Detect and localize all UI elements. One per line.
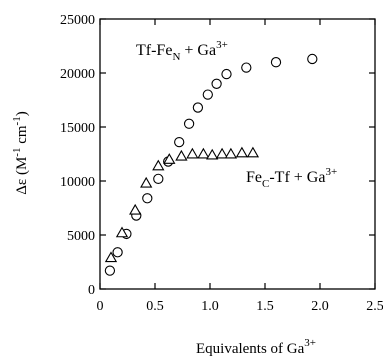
series-label-tf-fen: Tf-FeN + Ga3+ bbox=[136, 39, 228, 63]
y-tick-label: 15000 bbox=[60, 121, 95, 136]
plot-area bbox=[99, 18, 376, 290]
data-point-circle bbox=[270, 57, 282, 68]
x-tick-label: 0.5 bbox=[146, 299, 164, 314]
data-point-triangle bbox=[152, 159, 165, 171]
data-point-circle bbox=[211, 78, 222, 89]
series-label-fec-tf: FeC-Tf + Ga3+ bbox=[246, 166, 337, 190]
x-tick-label: 0 bbox=[97, 299, 104, 314]
data-point-triangle bbox=[129, 203, 142, 215]
x-axis-title: Equivalents of Ga3+ bbox=[196, 337, 316, 357]
data-point-circle bbox=[202, 89, 213, 100]
data-point-triangle bbox=[224, 147, 238, 159]
data-point-triangle bbox=[246, 146, 260, 158]
y-axis-title: Δε (M-1 cm-1) bbox=[11, 111, 30, 194]
plot-border bbox=[99, 18, 376, 290]
data-point-triangle bbox=[186, 147, 199, 159]
data-point-circle bbox=[183, 118, 195, 129]
data-point-triangle bbox=[215, 147, 229, 159]
tick-labels: 0 0.5 1.0 1.5 2.0 2.5 0 5000 10000 15000 20000 2500… bbox=[60, 13, 383, 314]
data-point-circle bbox=[153, 173, 164, 184]
data-point-triangle bbox=[140, 176, 153, 188]
axis-ticks bbox=[99, 18, 376, 290]
data-point-circle bbox=[192, 102, 204, 113]
y-tick-label: 0 bbox=[88, 283, 95, 298]
data-point-triangle bbox=[104, 251, 118, 263]
data-point-circle bbox=[142, 193, 153, 204]
x-tick-label: 2.5 bbox=[366, 299, 383, 314]
x-tick-label: 1.5 bbox=[256, 299, 274, 314]
data-point-circle bbox=[174, 136, 185, 148]
data-point-circle bbox=[112, 247, 123, 258]
data-point-circle bbox=[221, 68, 232, 80]
x-tick-label: 2.0 bbox=[311, 299, 329, 314]
y-tick-label: 5000 bbox=[67, 229, 95, 244]
y-tick-label: 25000 bbox=[60, 13, 95, 28]
data-point-triangle bbox=[175, 149, 188, 161]
data-point-triangle bbox=[115, 226, 129, 238]
y-tick-label: 20000 bbox=[60, 67, 95, 82]
data-point-circle bbox=[241, 62, 252, 73]
data-point-triangle bbox=[206, 148, 219, 160]
data-points bbox=[104, 53, 318, 276]
x-tick-label: 1.0 bbox=[201, 299, 219, 314]
data-point-circle bbox=[307, 53, 318, 65]
data-point-circle bbox=[104, 265, 116, 276]
data-point-triangle bbox=[235, 146, 249, 158]
y-tick-label: 10000 bbox=[60, 175, 95, 190]
data-point-triangle bbox=[163, 153, 176, 164]
data-point-triangle bbox=[197, 147, 210, 159]
